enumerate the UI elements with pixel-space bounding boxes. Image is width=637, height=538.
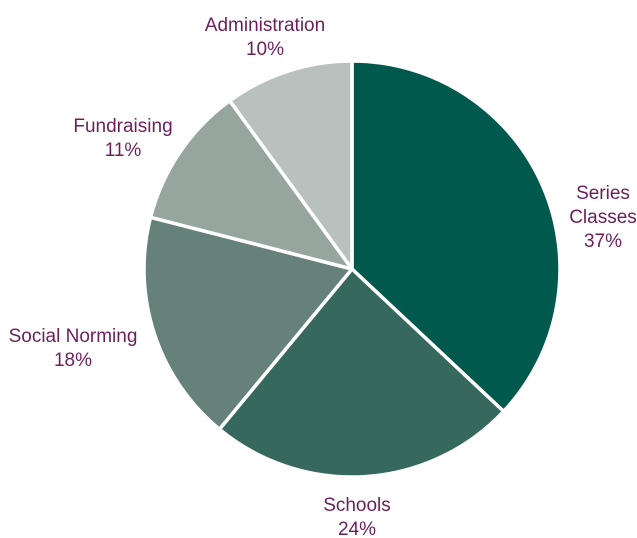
- slice-percent-label: 37%: [584, 231, 622, 252]
- pie-slice-schools: [217, 267, 506, 479]
- pie-slice-series-classes: [350, 59, 562, 414]
- pie-slice-social-norming: [142, 215, 354, 432]
- slice-percent-label: 18%: [54, 350, 92, 371]
- slice-category-label: Series: [576, 183, 630, 204]
- slice-percent-label: 24%: [338, 519, 376, 538]
- pie-slice-fundraising: [148, 98, 354, 271]
- slice-percent-label: 10%: [246, 39, 284, 60]
- pie-labels: Series Classes 37% Schools 24% Social Norming…: [9, 15, 637, 538]
- slice-percent-label: 11%: [105, 140, 142, 161]
- slice-category-label: Social Norming: [9, 326, 138, 347]
- pie-slice-administration: [227, 59, 354, 271]
- pie-slices: [142, 59, 562, 479]
- slice-category-label: Classes: [569, 207, 637, 228]
- slice-category-label: Schools: [323, 495, 391, 516]
- slice-category-label: Administration: [205, 15, 325, 36]
- slice-category-label: Fundraising: [73, 116, 172, 137]
